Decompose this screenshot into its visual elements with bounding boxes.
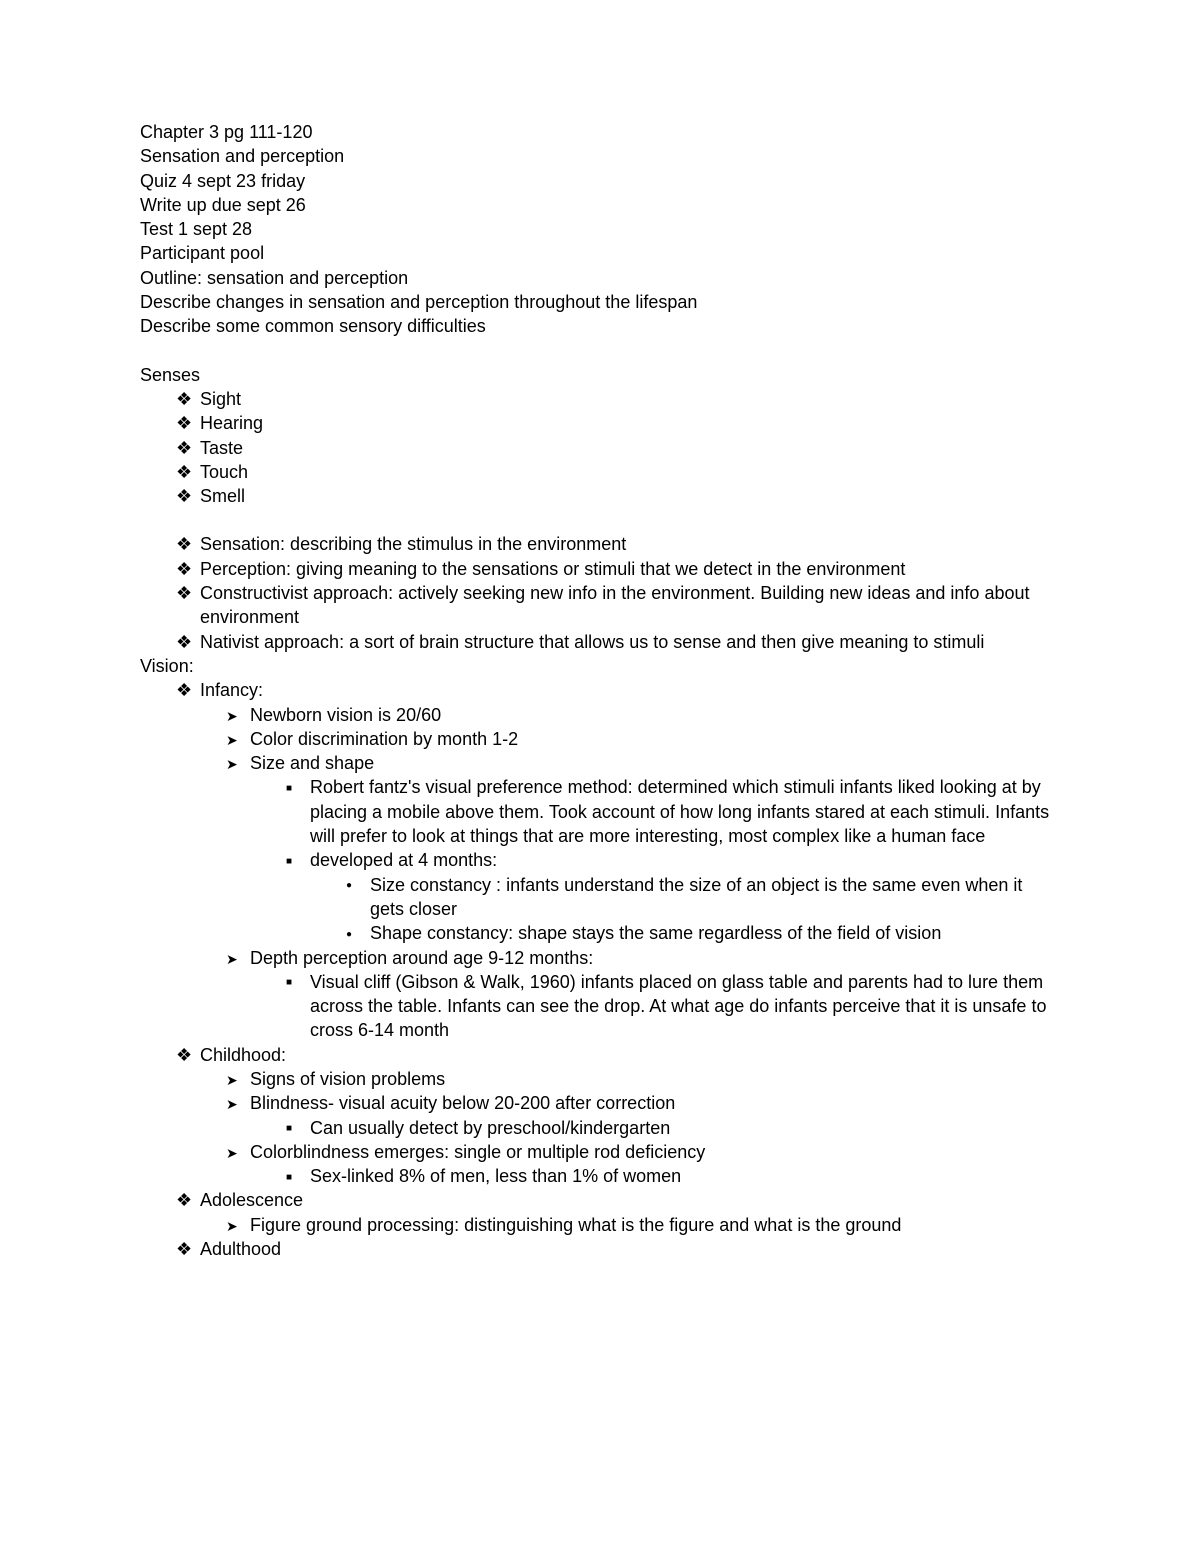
vision-list: Infancy: <box>140 678 1060 702</box>
colorblind-sublist: Colorblindness emerges: single or multip… <box>140 1140 1060 1164</box>
definitions-list: Sensation: describing the stimulus in th… <box>140 532 1060 653</box>
list-item: Size and shape <box>140 751 1060 775</box>
header-line: Quiz 4 sept 23 friday <box>140 169 1060 193</box>
header-line: Test 1 sept 28 <box>140 217 1060 241</box>
list-item: Sight <box>140 387 1060 411</box>
header-line: Outline: sensation and perception <box>140 266 1060 290</box>
list-item: Smell <box>140 484 1060 508</box>
childhood-item: Childhood: <box>140 1043 1060 1067</box>
header-line: Participant pool <box>140 241 1060 265</box>
list-item: Robert fantz's visual preference method:… <box>140 775 1060 848</box>
adolescence-list: Adolescence <box>140 1188 1060 1212</box>
document-page: Chapter 3 pg 111-120 Sensation and perce… <box>0 0 1200 1321</box>
size-shape-sublist: Robert fantz's visual preference method:… <box>140 775 1060 872</box>
blindness-sublist: Can usually detect by preschool/kinderga… <box>140 1116 1060 1140</box>
spacer <box>140 508 1060 532</box>
list-item: Blindness- visual acuity below 20-200 af… <box>140 1091 1060 1115</box>
header-line: Describe changes in sensation and percep… <box>140 290 1060 314</box>
list-item: Perception: giving meaning to the sensat… <box>140 557 1060 581</box>
senses-heading: Senses <box>140 363 1060 387</box>
list-item: Touch <box>140 460 1060 484</box>
list-item: Size constancy : infants understand the … <box>140 873 1060 922</box>
header-line: Sensation and perception <box>140 144 1060 168</box>
list-item: Newborn vision is 20/60 <box>140 703 1060 727</box>
childhood-list: Childhood: <box>140 1043 1060 1067</box>
adulthood-list: Adulthood <box>140 1237 1060 1261</box>
infancy-item: Infancy: <box>140 678 1060 702</box>
vision-heading: Vision: <box>140 654 1060 678</box>
list-item: Taste <box>140 436 1060 460</box>
developed-sublist: Size constancy : infants understand the … <box>140 873 1060 946</box>
list-item: Depth perception around age 9-12 months: <box>140 946 1060 970</box>
list-item: Constructivist approach: actively seekin… <box>140 581 1060 630</box>
list-item: Signs of vision problems <box>140 1067 1060 1091</box>
list-item: Figure ground processing: distinguishing… <box>140 1213 1060 1237</box>
adulthood-item: Adulthood <box>140 1237 1060 1261</box>
list-item: Nativist approach: a sort of brain struc… <box>140 630 1060 654</box>
list-item: Shape constancy: shape stays the same re… <box>140 921 1060 945</box>
depth-detail-sublist: Visual cliff (Gibson & Walk, 1960) infan… <box>140 970 1060 1043</box>
list-item: Sensation: describing the stimulus in th… <box>140 532 1060 556</box>
list-item: developed at 4 months: <box>140 848 1060 872</box>
list-item: Color discrimination by month 1-2 <box>140 727 1060 751</box>
adolescence-sublist: Figure ground processing: distinguishing… <box>140 1213 1060 1237</box>
list-item: Can usually detect by preschool/kinderga… <box>140 1116 1060 1140</box>
list-item: Colorblindness emerges: single or multip… <box>140 1140 1060 1164</box>
list-item: Visual cliff (Gibson & Walk, 1960) infan… <box>140 970 1060 1043</box>
adolescence-item: Adolescence <box>140 1188 1060 1212</box>
colorblind-detail-sublist: Sex-linked 8% of men, less than 1% of wo… <box>140 1164 1060 1188</box>
list-item: Hearing <box>140 411 1060 435</box>
list-item: Sex-linked 8% of men, less than 1% of wo… <box>140 1164 1060 1188</box>
senses-list: Sight Hearing Taste Touch Smell <box>140 387 1060 508</box>
infancy-sublist: Newborn vision is 20/60 Color discrimina… <box>140 703 1060 776</box>
depth-sublist: Depth perception around age 9-12 months: <box>140 946 1060 970</box>
childhood-sublist: Signs of vision problems Blindness- visu… <box>140 1067 1060 1116</box>
spacer <box>140 339 1060 363</box>
header-line: Describe some common sensory difficultie… <box>140 314 1060 338</box>
header-line: Write up due sept 26 <box>140 193 1060 217</box>
header-line: Chapter 3 pg 111-120 <box>140 120 1060 144</box>
